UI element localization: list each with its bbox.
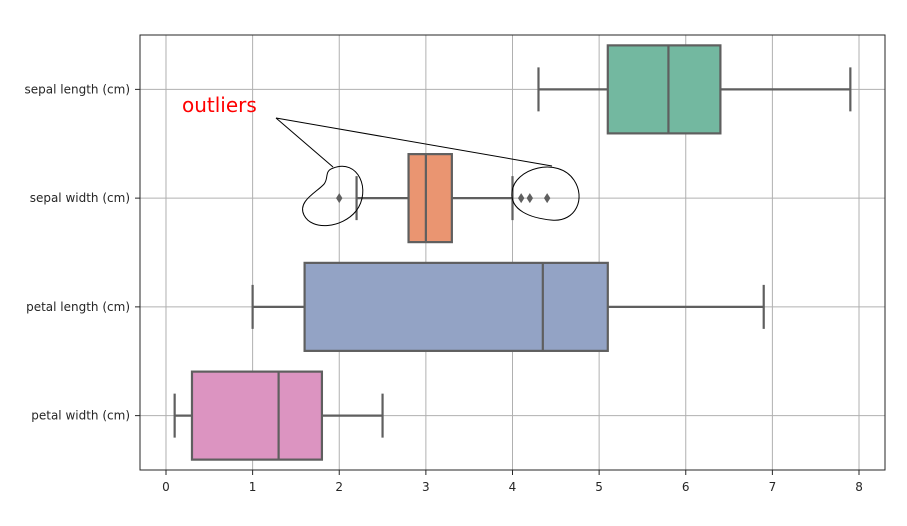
x-tick-label: 0: [162, 480, 170, 494]
x-tick-label: 1: [249, 480, 257, 494]
outlier-lasso-high: [511, 166, 580, 221]
box-iqr: [303, 261, 609, 352]
x-tick-label: 6: [682, 480, 690, 494]
box-iqr: [606, 44, 722, 135]
annotation-pointer: [275, 117, 553, 167]
annotation-text: outliers: [182, 93, 257, 117]
outlier-point: [336, 193, 343, 204]
annotation-pointer: [275, 117, 334, 168]
x-tick-label: 3: [422, 480, 430, 494]
x-tick-label: 7: [769, 480, 777, 494]
x-tick-label: 4: [509, 480, 517, 494]
y-tick-label: petal length (cm): [26, 300, 130, 314]
outlier-point: [543, 193, 551, 204]
y-tick-label: petal width (cm): [31, 409, 130, 423]
x-tick-label: 2: [335, 480, 343, 494]
x-tick-label: 8: [855, 480, 863, 494]
outlier-point: [526, 193, 534, 204]
outlier-point: [517, 193, 525, 204]
y-tick-label: sepal length (cm): [25, 82, 130, 96]
x-tick-label: 5: [595, 480, 603, 494]
outlier-lasso-low: [302, 165, 364, 227]
box-iqr: [407, 153, 453, 244]
y-tick-label: sepal width (cm): [30, 191, 130, 205]
box-iqr: [190, 370, 324, 461]
